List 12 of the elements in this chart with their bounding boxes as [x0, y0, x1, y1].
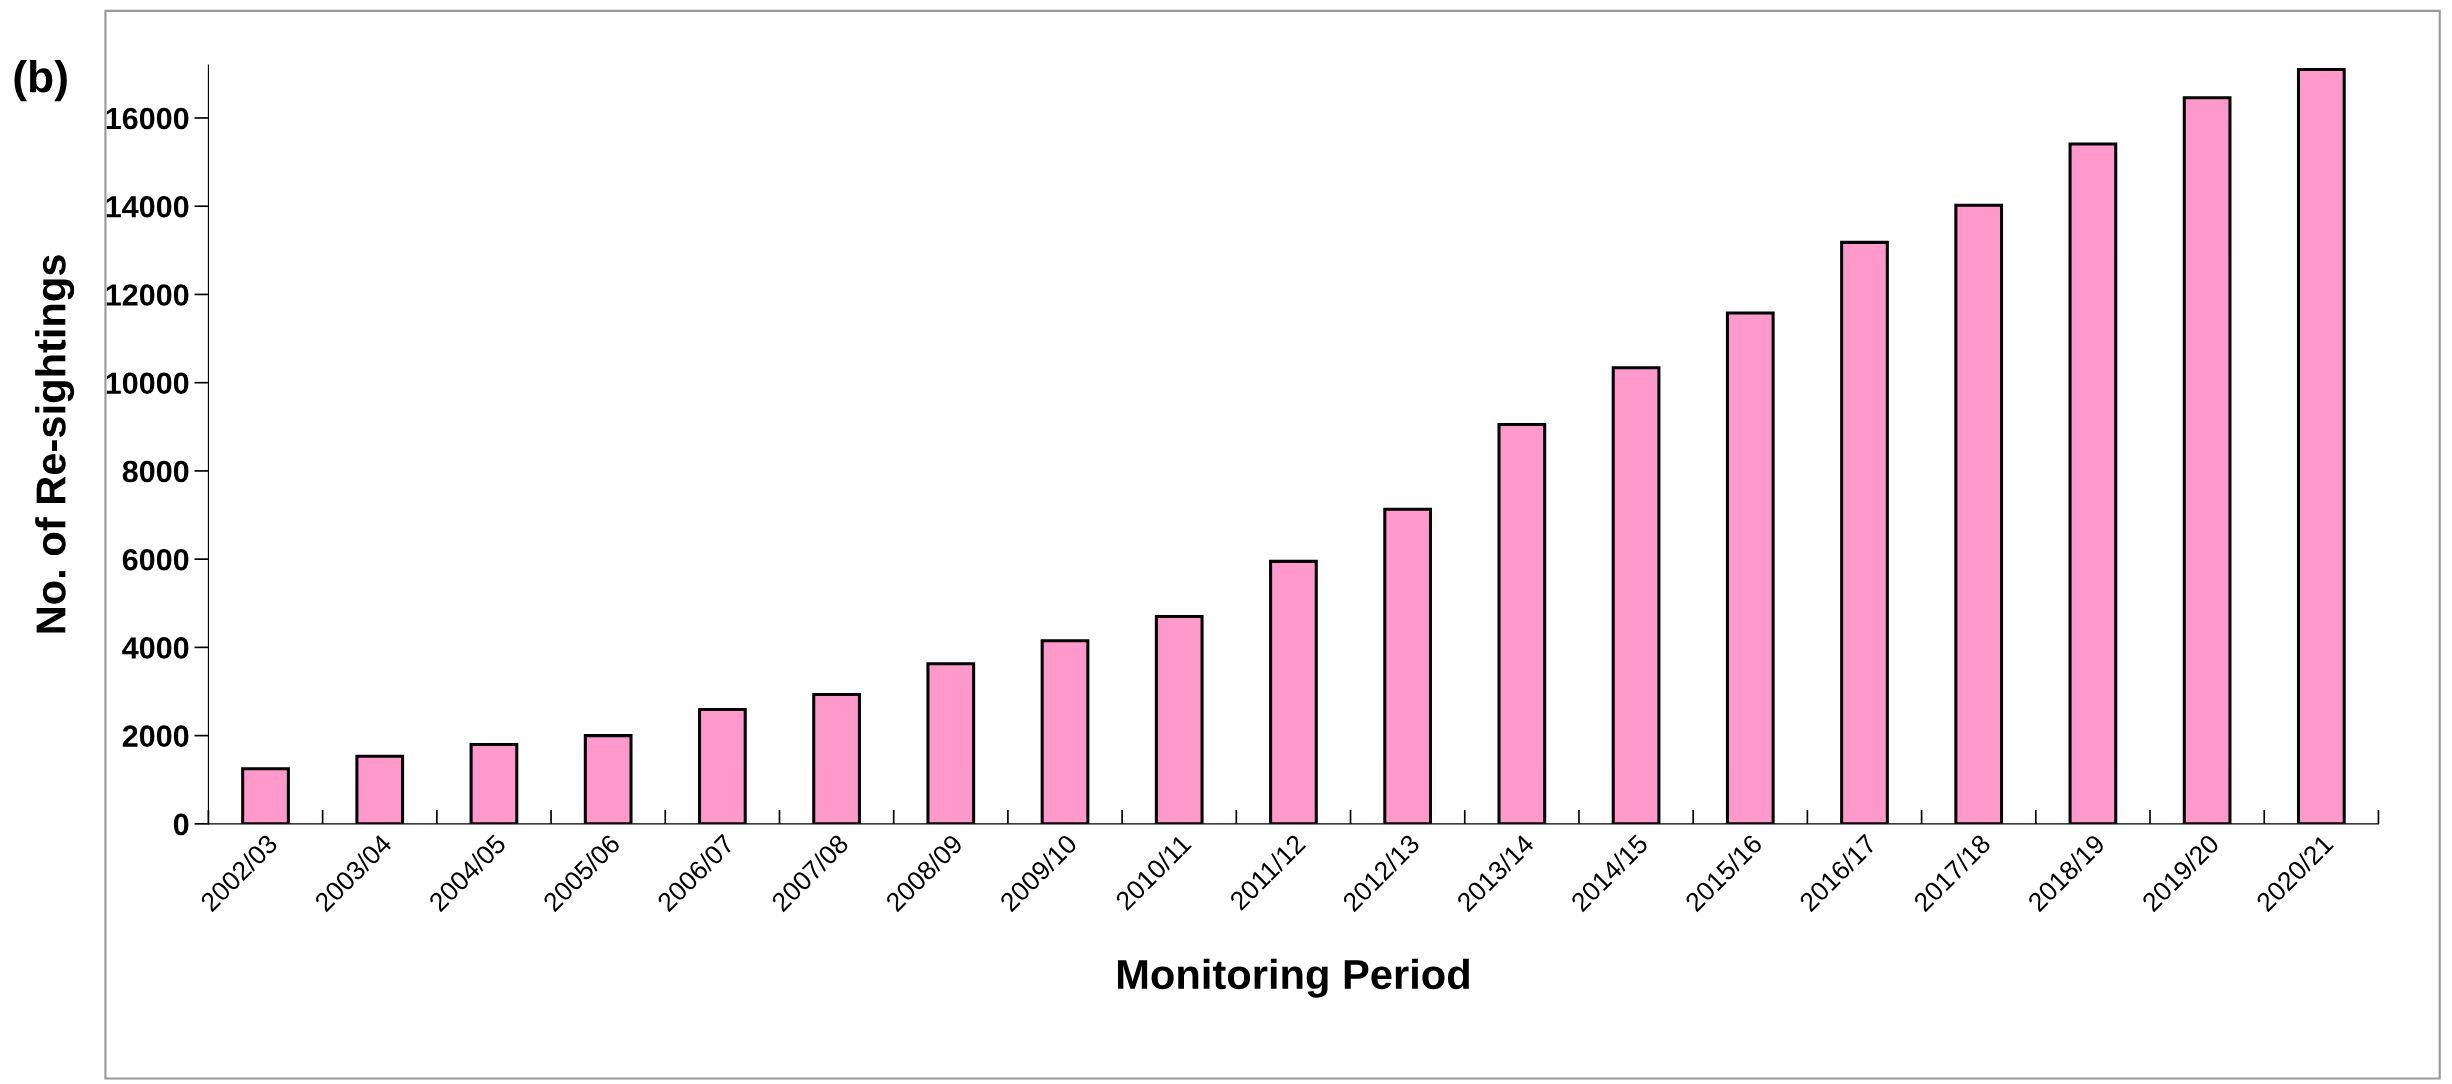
y-tick-label: 10000 [106, 372, 189, 395]
y-tick-label: 6000 [122, 548, 189, 571]
text: (b) [14, 59, 67, 102]
y-tick-label: 8000 [122, 460, 189, 483]
y-tick-label: 0 [173, 813, 189, 836]
y-tick-label: 16000 [106, 107, 189, 130]
x-axis-title: Monitoring Period [1118, 958, 1469, 998]
y-axis-title: No. of Re-sightings [35, 255, 75, 633]
y-tick-label: 12000 [106, 284, 189, 306]
y-tick-label: 4000 [122, 637, 189, 659]
y-tick-label: 2000 [122, 725, 189, 747]
y-tick-label: 14000 [106, 195, 189, 218]
